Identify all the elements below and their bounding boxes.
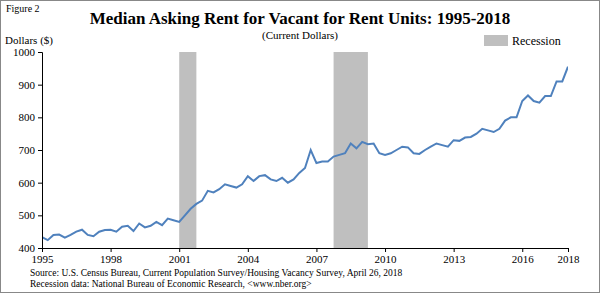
x-tick: 2016	[512, 248, 535, 265]
x-tick-mark	[454, 248, 455, 252]
x-tick: 2007	[306, 248, 329, 265]
title: Median Asking Rent for Vacant for Rent U…	[90, 9, 511, 28]
legend-swatch	[484, 35, 508, 46]
chart: Figure 2 Median Asking Rent for Vacant fo…	[0, 0, 600, 293]
x-tick: 2013	[443, 248, 466, 265]
subtitle: (Current Dollars)	[262, 29, 338, 42]
y-tick-mark	[38, 85, 42, 86]
legend: Recession	[484, 34, 561, 48]
x-tick: 2004	[237, 248, 260, 265]
x-tick-mark	[385, 248, 386, 252]
y-tick-label: 600	[19, 177, 36, 189]
x-tick-mark	[568, 248, 569, 252]
x-tick-label: 2016	[512, 253, 535, 265]
y-tick-mark	[38, 117, 42, 118]
x-tick: 2001	[169, 248, 191, 265]
source-note: Recession data: National Bureau of Econo…	[30, 279, 312, 289]
x-tick-label: 2018	[558, 253, 581, 265]
frame	[1, 1, 600, 293]
x-tick: 1998	[100, 248, 123, 265]
y-tick-label: 700	[19, 144, 36, 156]
x-tick-label: 2013	[443, 253, 466, 265]
x-tick: 2018	[558, 248, 581, 265]
y-tick: 400	[19, 242, 43, 254]
x-tick-mark	[316, 248, 317, 252]
x-tick-label: 2001	[169, 253, 191, 265]
x-axis-line	[43, 249, 569, 253]
x-tick-mark	[179, 248, 180, 252]
y-axis: 400 500 600 700 800 900 1000	[13, 46, 43, 254]
y-tick-label: 400	[19, 242, 36, 254]
x-tick-mark	[111, 248, 112, 252]
y-tick-label: 1000	[13, 46, 36, 58]
source-note: Source: U.S. Census Bureau, Current Popu…	[30, 268, 403, 278]
x-tick-label: 2010	[375, 253, 398, 265]
y-tick: 1000	[13, 46, 42, 58]
x-tick-mark	[522, 248, 523, 252]
y-tick-mark	[38, 150, 42, 151]
y-tick: 900	[19, 79, 43, 91]
y-tick: 600	[19, 177, 43, 189]
x-tick-label: 2004	[237, 253, 260, 265]
x-tick-mark	[248, 248, 249, 252]
y-tick-mark	[38, 248, 42, 249]
figure-label: Figure 2	[6, 3, 40, 14]
y-tick-label: 800	[19, 111, 36, 123]
x-tick-label: 2007	[306, 253, 329, 265]
y-tick: 700	[19, 144, 43, 156]
recession-band	[334, 52, 368, 248]
x-tick-label: 1998	[100, 253, 123, 265]
rent-line	[42, 67, 568, 240]
y-tick-mark	[38, 52, 42, 53]
y-tick-mark	[38, 183, 42, 184]
plot-area	[42, 52, 568, 248]
x-tick: 2010	[375, 248, 398, 265]
y-tick-label: 500	[19, 209, 36, 221]
y-tick: 800	[19, 111, 43, 123]
x-tick-label: 1995	[32, 253, 55, 265]
y-tick: 500	[19, 209, 43, 221]
y-tick-mark	[38, 215, 42, 216]
x-axis: 1995 1998 2001 2004 2007 2010 2013 2016 2018	[32, 248, 581, 265]
y-axis-line	[38, 53, 43, 249]
y-tick-label: 900	[19, 79, 36, 91]
legend-label: Recession	[512, 34, 561, 48]
